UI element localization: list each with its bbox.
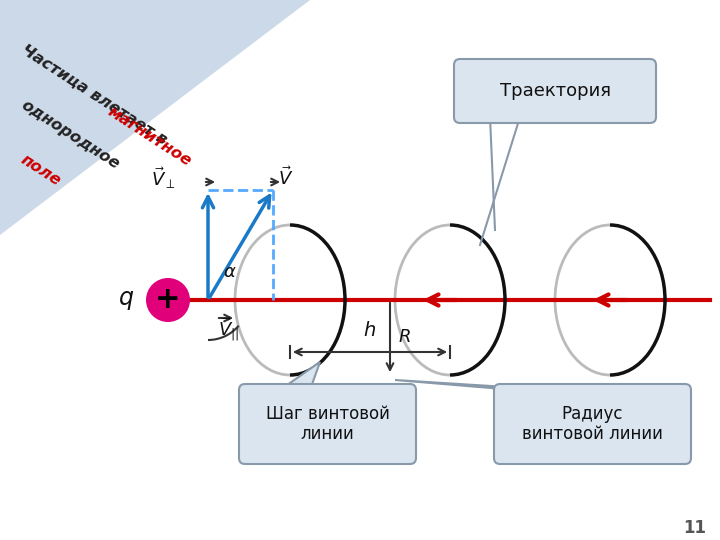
Text: Частица влетает в: Частица влетает в	[18, 43, 169, 148]
Text: $q$: $q$	[118, 288, 134, 312]
Text: $\alpha$: $\alpha$	[223, 263, 237, 281]
Polygon shape	[0, 0, 310, 235]
Text: +: +	[156, 286, 181, 314]
FancyBboxPatch shape	[494, 384, 691, 464]
Text: 11: 11	[683, 519, 706, 537]
Polygon shape	[395, 380, 555, 390]
Text: $\vec{V}$: $\vec{V}$	[278, 166, 293, 190]
Text: однородное: однородное	[18, 97, 122, 172]
Text: Траектория: Траектория	[500, 82, 611, 100]
Circle shape	[146, 278, 190, 322]
Text: $h$: $h$	[364, 321, 377, 340]
FancyBboxPatch shape	[239, 384, 416, 464]
Text: $R$: $R$	[398, 328, 411, 347]
Text: $\vec{V}_{||}$: $\vec{V}_{||}$	[218, 316, 239, 344]
FancyBboxPatch shape	[454, 59, 656, 123]
Text: поле: поле	[18, 152, 63, 190]
Text: магнитное: магнитное	[105, 104, 194, 170]
Polygon shape	[280, 362, 320, 390]
Text: Радиус
винтовой линии: Радиус винтовой линии	[522, 404, 663, 443]
Text: Шаг винтовой
линии: Шаг винтовой линии	[266, 404, 390, 443]
Text: $\vec{V}_\perp$: $\vec{V}_\perp$	[151, 165, 176, 191]
